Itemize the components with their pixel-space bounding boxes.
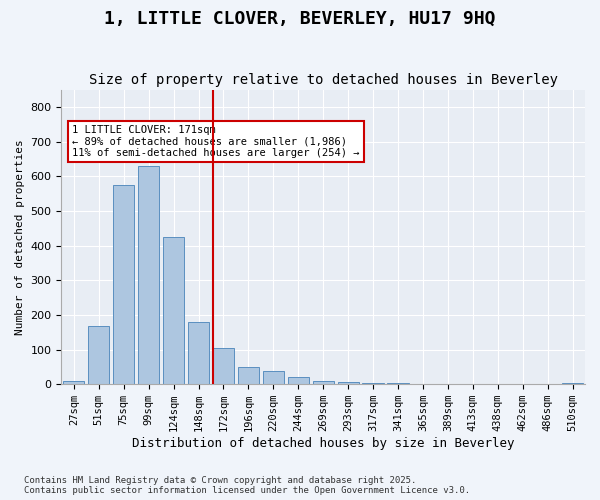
Bar: [213, 348, 234, 384]
Bar: [163, 237, 184, 384]
Bar: [113, 185, 134, 384]
Text: 1, LITTLE CLOVER, BEVERLEY, HU17 9HQ: 1, LITTLE CLOVER, BEVERLEY, HU17 9HQ: [104, 10, 496, 28]
Bar: [263, 371, 284, 384]
Bar: [138, 166, 159, 384]
Bar: [562, 383, 583, 384]
Bar: [388, 383, 409, 384]
Title: Size of property relative to detached houses in Beverley: Size of property relative to detached ho…: [89, 73, 558, 87]
Bar: [362, 383, 383, 384]
Text: 1 LITTLE CLOVER: 171sqm
← 89% of detached houses are smaller (1,986)
11% of semi: 1 LITTLE CLOVER: 171sqm ← 89% of detache…: [72, 125, 359, 158]
Bar: [313, 382, 334, 384]
Text: Contains HM Land Registry data © Crown copyright and database right 2025.
Contai: Contains HM Land Registry data © Crown c…: [24, 476, 470, 495]
Bar: [338, 382, 359, 384]
Bar: [188, 322, 209, 384]
Bar: [88, 326, 109, 384]
Bar: [238, 367, 259, 384]
X-axis label: Distribution of detached houses by size in Beverley: Distribution of detached houses by size …: [132, 437, 514, 450]
Y-axis label: Number of detached properties: Number of detached properties: [15, 139, 25, 335]
Bar: [63, 381, 85, 384]
Bar: [287, 378, 309, 384]
